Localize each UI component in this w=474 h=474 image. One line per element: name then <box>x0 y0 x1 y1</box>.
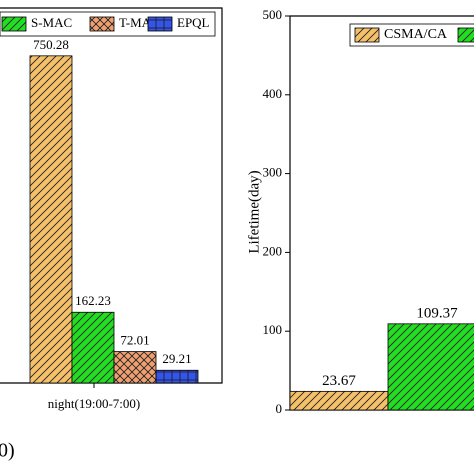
bar <box>71 311 115 384</box>
legend-swatch <box>457 27 474 43</box>
legend-swatch <box>354 27 380 43</box>
y-tick-label: 300 <box>263 165 283 180</box>
data-label: 72.01 <box>120 333 149 348</box>
y-tick-label: 100 <box>263 322 283 337</box>
data-label: 162.23 <box>75 293 111 308</box>
legend-label: S-MAC <box>31 15 72 30</box>
y-tick-label: 500 <box>263 7 283 22</box>
bar <box>113 351 157 384</box>
legend-swatch <box>147 16 173 32</box>
x-tick-label: night(19:00-7:00) <box>48 396 140 411</box>
y-tick-label: 200 <box>263 243 283 258</box>
bar <box>289 390 389 411</box>
caption: 0) <box>0 440 15 462</box>
legend-swatch <box>1 16 27 32</box>
legend-swatch <box>89 16 115 32</box>
legend-box <box>349 23 474 47</box>
bar <box>155 369 199 384</box>
data-label: 109.37 <box>416 305 458 321</box>
legend-label: EPQL <box>177 15 210 30</box>
data-label: 29.21 <box>162 351 191 366</box>
legend-label: CSMA/CA <box>384 27 448 42</box>
data-label: 750.28 <box>33 37 69 52</box>
bar <box>387 323 474 411</box>
y-tick-label: 0 <box>276 401 283 416</box>
y-axis-label: Lifetime(day) <box>246 170 262 253</box>
data-label: 23.67 <box>322 373 356 389</box>
bar <box>29 55 73 384</box>
y-tick-label: 400 <box>263 86 283 101</box>
